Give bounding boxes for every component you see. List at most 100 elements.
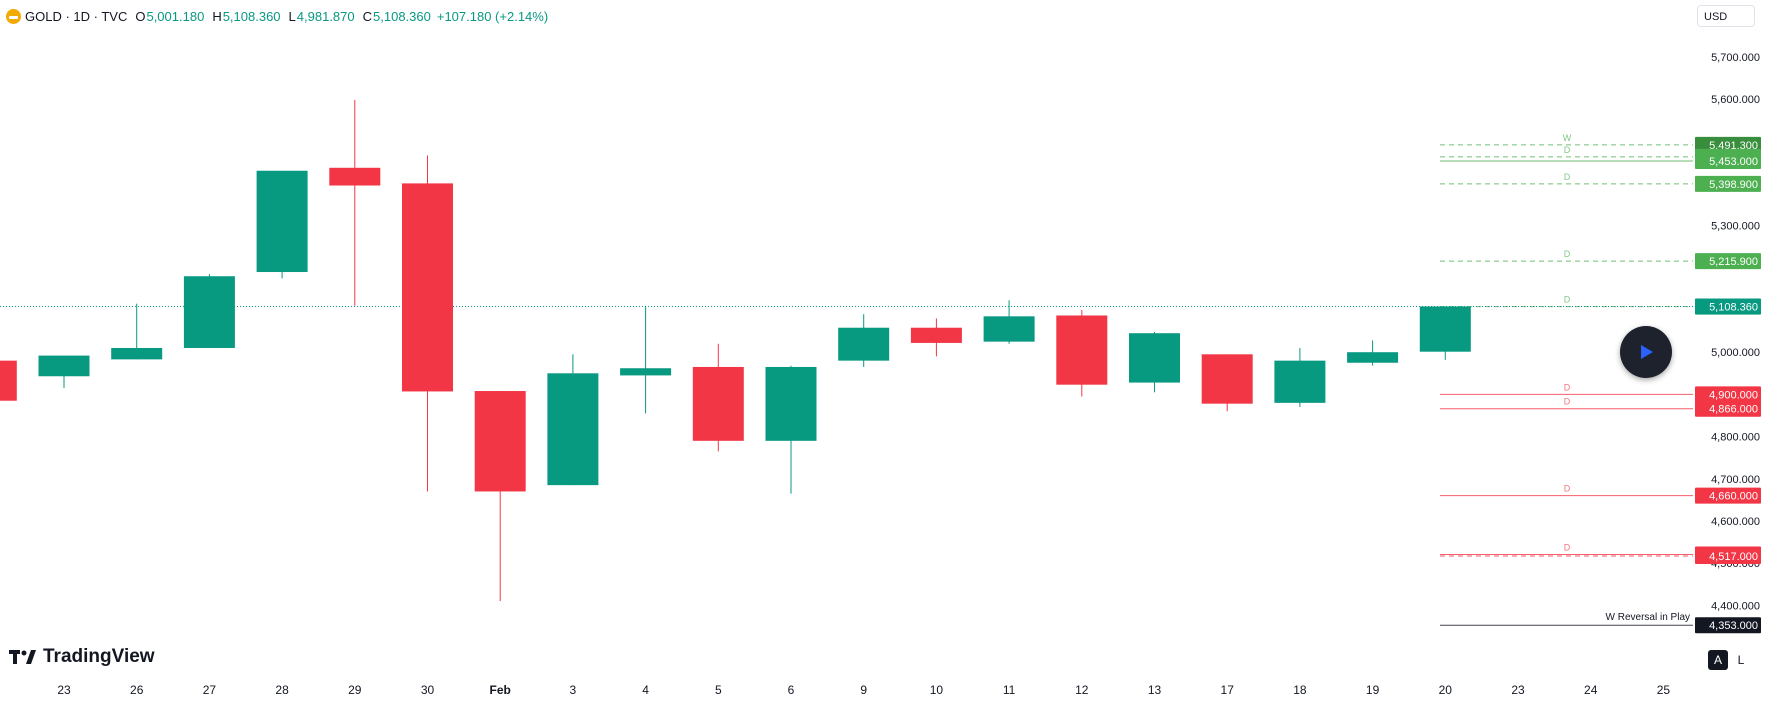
candle-body	[910, 327, 962, 343]
candle[interactable]	[692, 343, 744, 452]
candle-body	[111, 347, 163, 360]
price-axis[interactable]: 4,400.0004,500.0004,600.0004,700.0004,80…	[1695, 52, 1761, 634]
time-tick-label: 3	[570, 683, 577, 697]
tradingview-logo[interactable]: TradingView	[9, 646, 155, 667]
gold-coin-icon	[6, 8, 21, 24]
candle-body	[402, 183, 453, 392]
candle[interactable]	[910, 318, 962, 357]
close-label: C	[362, 8, 373, 24]
candle[interactable]	[1129, 331, 1180, 393]
low-value: 4,981.870	[296, 8, 355, 24]
candle[interactable]	[329, 99, 381, 306]
log-scale-button[interactable]: L	[1737, 653, 1745, 667]
candle[interactable]	[1274, 347, 1326, 408]
candle[interactable]	[0, 356, 17, 402]
candle-body	[983, 316, 1035, 342]
level-tag: D	[1564, 145, 1571, 155]
candle[interactable]	[1201, 354, 1253, 412]
candle[interactable]	[256, 170, 308, 279]
price-tick-label: 5,000.000	[1711, 347, 1760, 359]
candle[interactable]	[38, 355, 90, 389]
high-label: H	[212, 8, 222, 24]
play-icon	[1641, 345, 1653, 359]
replay-button[interactable]	[1620, 326, 1672, 378]
high-value: 5,108.360	[222, 8, 281, 24]
auto-scale-button[interactable]: A	[1708, 650, 1728, 670]
level-price-tag[interactable]	[1695, 153, 1761, 170]
level-price-label: 4,900.000	[1709, 389, 1758, 401]
level-note: W Reversal in Play	[1606, 612, 1690, 623]
level-price-tag[interactable]	[1695, 175, 1761, 192]
level-tag: D	[1564, 382, 1571, 392]
level-price-tag[interactable]	[1695, 487, 1761, 504]
candle-body	[620, 368, 672, 376]
price-tick-label: 4,400.000	[1711, 600, 1760, 612]
time-tick-label: 9	[860, 683, 867, 697]
candle[interactable]	[474, 391, 526, 602]
candle[interactable]	[1056, 310, 1108, 397]
currency-selector[interactable]: USD	[1697, 5, 1755, 27]
candle[interactable]	[547, 354, 599, 486]
candle-body	[38, 355, 90, 377]
candle-body	[765, 366, 817, 441]
price-tick-label: 4,700.000	[1711, 474, 1760, 486]
level-price-label: 5,215.900	[1709, 256, 1758, 268]
candle[interactable]	[765, 365, 817, 494]
level-price-label: 4,660.000	[1709, 491, 1758, 503]
time-tick-label: 5	[715, 683, 722, 697]
time-tick-label: 13	[1148, 683, 1162, 697]
level-tag: D	[1564, 172, 1571, 182]
time-axis[interactable]: 23 26 27 28 29 30 Feb 3 4 5 6 9 10 11 12 13 17 18 19 20 23 24…	[57, 683, 1670, 697]
tradingview-logo-icon	[9, 650, 36, 664]
candle-body	[0, 360, 17, 401]
time-tick-label: 18	[1293, 683, 1307, 697]
level-price-label: 4,866.000	[1709, 404, 1758, 416]
level-price-label: 4,353.000	[1709, 620, 1758, 632]
price-tick-label: 5,300.000	[1711, 221, 1760, 233]
level-price-label: 5,453.000	[1709, 156, 1758, 168]
last-price-tag[interactable]	[1695, 298, 1761, 315]
candle[interactable]	[111, 303, 163, 360]
level-price-tag[interactable]	[1695, 400, 1761, 417]
time-tick-label: 4	[642, 683, 649, 697]
time-tick-label: 30	[421, 683, 435, 697]
level-tag: D	[1564, 295, 1571, 305]
time-tick-label: 6	[788, 683, 795, 697]
time-tick-label: 29	[348, 683, 362, 697]
symbol-title[interactable]: GOLD · 1D · TVC	[25, 8, 128, 24]
level-price-tag[interactable]	[1695, 386, 1761, 403]
open-label: O	[135, 8, 146, 24]
candle-body	[1201, 354, 1253, 404]
candle[interactable]	[620, 305, 672, 414]
last-price-label: 5,108.360	[1709, 301, 1758, 313]
level-tag: D	[1564, 249, 1571, 259]
candle-body	[838, 327, 890, 361]
candles-layer	[0, 99, 1471, 602]
candle[interactable]	[402, 155, 453, 492]
level-price-tag[interactable]	[1695, 548, 1761, 565]
brand-name: TradingView	[43, 646, 155, 667]
level-price-tag[interactable]	[1695, 617, 1761, 634]
candle-body	[1347, 352, 1399, 363]
time-tick-label: 11	[1003, 683, 1016, 697]
time-tick-label: 12	[1075, 683, 1089, 697]
candle-body	[547, 373, 599, 486]
open-value: 5,001.180	[146, 8, 205, 24]
time-tick-label: 23	[57, 683, 71, 697]
candle[interactable]	[983, 300, 1035, 344]
time-tick-label: 25	[1657, 683, 1671, 697]
level-price-tag[interactable]	[1695, 253, 1761, 270]
price-tick-label: 4,800.000	[1711, 432, 1760, 444]
level-price-label: 5,398.900	[1709, 179, 1758, 191]
candle[interactable]	[838, 314, 890, 367]
candle[interactable]	[1419, 306, 1471, 360]
time-tick-label: 28	[275, 683, 289, 697]
candle[interactable]	[1347, 340, 1399, 366]
time-tick-label: 10	[930, 683, 944, 697]
close-value: 5,108.360	[373, 8, 431, 24]
candle[interactable]	[183, 274, 235, 348]
candle-body	[256, 170, 308, 273]
time-tick-label: 27	[203, 683, 217, 697]
